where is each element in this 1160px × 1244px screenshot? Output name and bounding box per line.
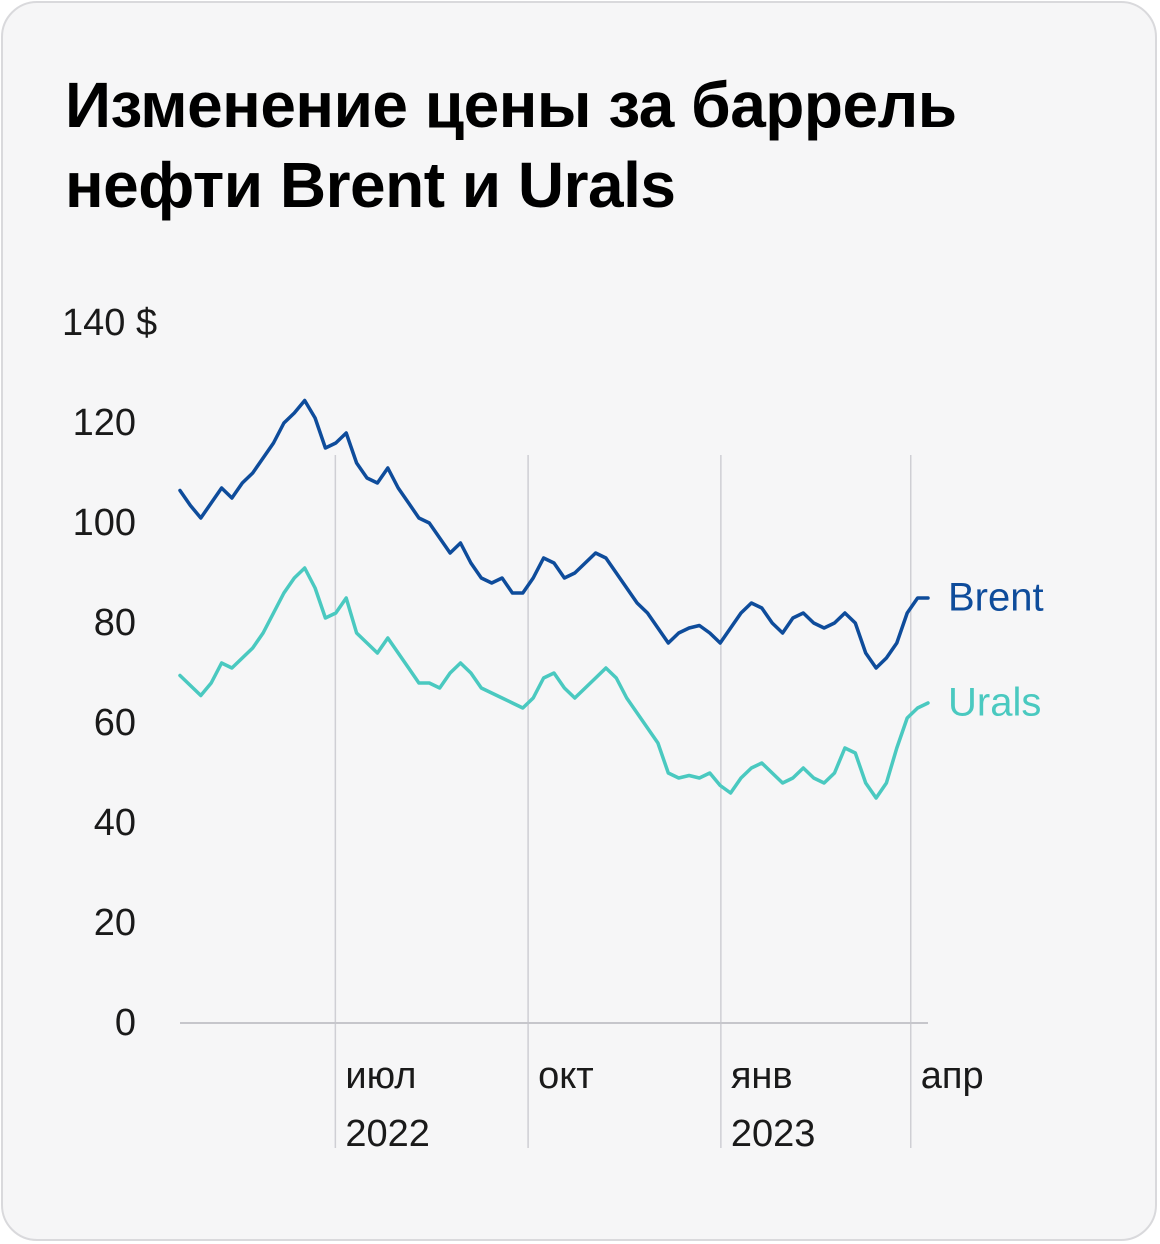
y-tick-label: 20 bbox=[94, 902, 136, 944]
series-line-brent bbox=[178, 398, 930, 670]
y-tick-label: 120 bbox=[73, 402, 136, 444]
y-tick-label: 60 bbox=[94, 702, 136, 744]
series-label-urals: Urals bbox=[948, 681, 1041, 725]
y-tick-label: 80 bbox=[94, 602, 136, 644]
x-tick-label: апр bbox=[921, 1055, 984, 1097]
series-line-urals bbox=[178, 566, 930, 800]
y-tick-label: 140 $ bbox=[62, 302, 157, 344]
x-tick-label: янв bbox=[731, 1055, 793, 1097]
y-tick-label: 0 bbox=[115, 1002, 136, 1044]
y-tick-label: 100 bbox=[73, 502, 136, 544]
x-tick-label: окт bbox=[538, 1055, 594, 1097]
chart-title: Изменение цены за баррель нефти Brent и … bbox=[65, 69, 957, 221]
x-tick-label: июл bbox=[345, 1055, 416, 1097]
series-label-brent: Brent bbox=[948, 576, 1044, 620]
x-tick-year-label: 2022 bbox=[345, 1113, 430, 1155]
x-tick-year-label: 2023 bbox=[731, 1113, 816, 1155]
y-tick-label: 40 bbox=[94, 802, 136, 844]
